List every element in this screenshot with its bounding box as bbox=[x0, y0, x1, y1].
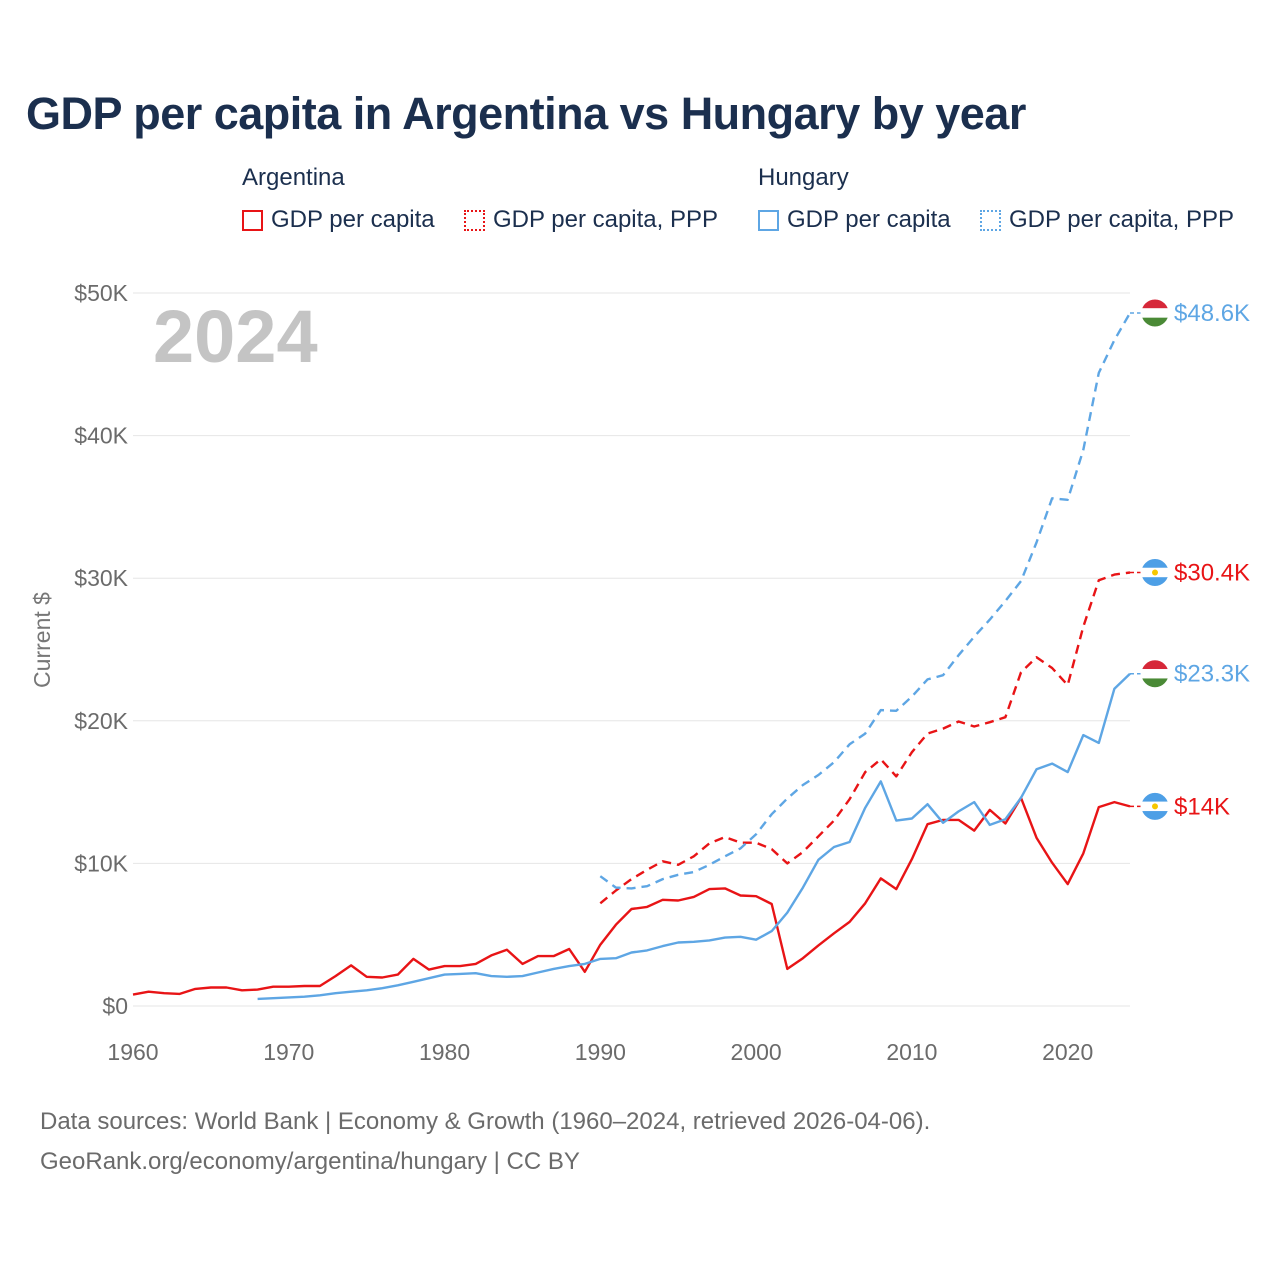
year-watermark: 2024 bbox=[153, 295, 318, 378]
legend-item-argentina-gdp-ppp[interactable]: GDP per capita, PPP bbox=[464, 206, 718, 234]
legend-label: GDP per capita, PPP bbox=[1009, 206, 1234, 233]
x-tick-label: 1970 bbox=[263, 1039, 314, 1065]
data-source-note: Data sources: World Bank | Economy & Gro… bbox=[40, 1108, 931, 1135]
argentina-flag-icon bbox=[1140, 557, 1170, 587]
series-line-argentina-gdp[interactable] bbox=[132, 796, 1131, 996]
end-value-label: $30.4K bbox=[1174, 559, 1250, 586]
end-value-label: $23.3K bbox=[1174, 661, 1250, 688]
legend-group-argentina: Argentina bbox=[242, 164, 345, 191]
x-tick-label: 1990 bbox=[575, 1039, 626, 1065]
y-tick-label: $20K bbox=[74, 708, 128, 734]
legend-swatch-solid-icon bbox=[242, 209, 263, 231]
end-value-label: $48.6K bbox=[1174, 300, 1250, 327]
legend-label: GDP per capita bbox=[271, 206, 435, 233]
series-line-hungary-gdp-ppp[interactable] bbox=[599, 312, 1132, 890]
legend-label: GDP per capita bbox=[787, 206, 951, 233]
x-tick-label: 2000 bbox=[731, 1039, 782, 1065]
series-line-hungary-gdp[interactable] bbox=[257, 672, 1131, 1001]
x-tick-label: 1980 bbox=[419, 1039, 470, 1065]
legend-swatch-dotted-icon bbox=[980, 209, 1001, 231]
chart-title: GDP per capita in Argentina vs Hungary b… bbox=[26, 88, 1026, 139]
hungary-flag-icon bbox=[1140, 298, 1170, 328]
y-axis-title: Current $ bbox=[29, 592, 55, 688]
y-tick-label: $0 bbox=[102, 993, 128, 1019]
legend-label: GDP per capita, PPP bbox=[493, 206, 718, 233]
argentina-flag-icon bbox=[1140, 791, 1170, 821]
end-value-label: $14K bbox=[1174, 793, 1230, 820]
y-tick-label: $30K bbox=[74, 565, 128, 591]
y-tick-label: $50K bbox=[74, 280, 128, 306]
source-link[interactable]: GeoRank.org/economy/argentina/hungary | … bbox=[40, 1148, 580, 1175]
legend-item-argentina-gdp[interactable]: GDP per capita bbox=[242, 206, 435, 234]
x-tick-label: 2010 bbox=[886, 1039, 937, 1065]
x-tick-label: 2020 bbox=[1042, 1039, 1093, 1065]
legend-item-hungary-gdp[interactable]: GDP per capita bbox=[758, 206, 951, 234]
x-tick-label: 1960 bbox=[107, 1039, 158, 1065]
legend-item-hungary-gdp-ppp[interactable]: GDP per capita, PPP bbox=[980, 206, 1234, 234]
series-line-argentina-gdp-ppp[interactable] bbox=[599, 571, 1131, 905]
y-tick-label: $40K bbox=[74, 423, 128, 449]
hungary-flag-icon bbox=[1140, 659, 1170, 689]
legend-swatch-dotted-icon bbox=[464, 209, 485, 231]
line-chart: $0 $10K $20K $30K $40K $50K 1960 1970 1980 1990 20… bbox=[29, 280, 1250, 1065]
legend-group-hungary: Hungary bbox=[758, 164, 849, 191]
y-tick-label: $10K bbox=[74, 850, 128, 876]
legend-swatch-solid-icon bbox=[758, 209, 779, 231]
